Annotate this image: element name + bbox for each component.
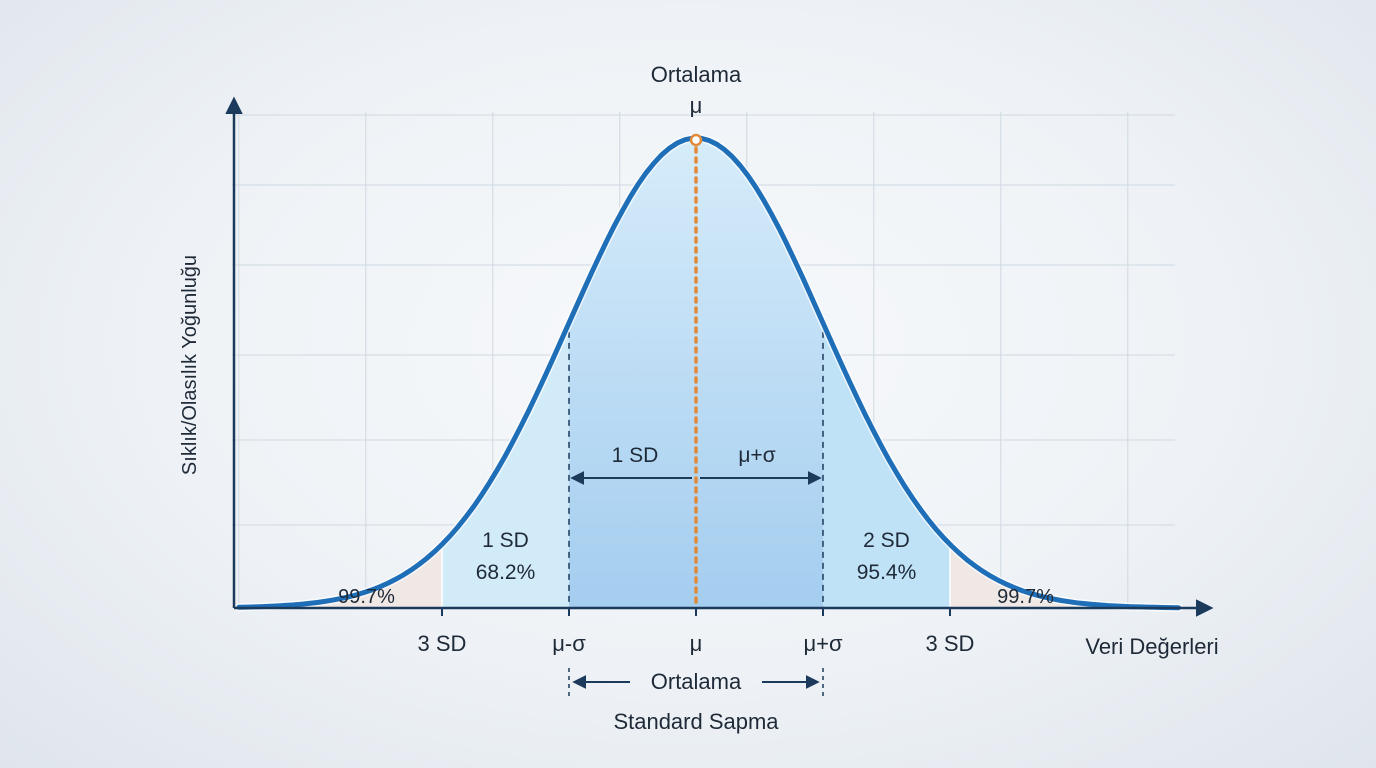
- region-label-line1: 1 SD: [482, 529, 529, 552]
- region-label-line1: 2 SD: [863, 529, 910, 552]
- axes: [225, 96, 1214, 617]
- x-tick-label: μ: [690, 631, 703, 656]
- region-label-line2: 68.2%: [476, 561, 536, 584]
- x-axis-label: Veri Değerleri: [1085, 634, 1218, 659]
- tail-fill-left: [238, 544, 442, 608]
- chart-marks: [234, 133, 1183, 697]
- band-fills: [238, 138, 1179, 608]
- x-tick-label: 3 SD: [418, 631, 467, 656]
- bottom-arrow-label: Ortalama: [651, 669, 742, 694]
- tail-fill-right: [950, 544, 1179, 608]
- inner-arrow-right-label: μ+σ: [738, 444, 775, 467]
- x-tick-label: 3 SD: [926, 631, 975, 656]
- x-tick-label: μ-σ: [552, 631, 586, 656]
- tail-label: 99.7%: [338, 586, 395, 608]
- region-label-line2: 95.4%: [857, 561, 917, 584]
- top-mean-symbol: μ: [690, 93, 703, 118]
- top-mean-label: Ortalama: [651, 62, 742, 87]
- chart-labels: Ortalama μ 3 SD μ-σ μ μ+σ 3 SD Veri Değerleri Sı…: [179, 62, 1219, 734]
- distribution-curve: [236, 135, 1182, 611]
- bottom-caption: Standard Sapma: [613, 709, 779, 734]
- mean-point: [689, 133, 703, 147]
- tail-label: 99.7%: [997, 586, 1054, 608]
- x-tick-label: μ+σ: [803, 631, 843, 656]
- inner-arrow-left-label: 1 SD: [612, 444, 659, 467]
- y-axis-label: Sıklık/Olasılık Yoğunluğu: [179, 255, 201, 475]
